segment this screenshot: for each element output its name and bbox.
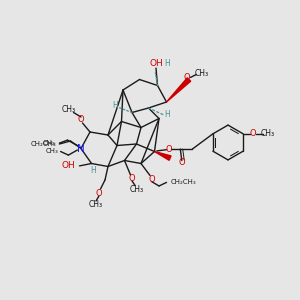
Text: OH: OH bbox=[61, 161, 75, 170]
Text: CH₃: CH₃ bbox=[88, 200, 103, 209]
Text: CH₃: CH₃ bbox=[61, 105, 76, 114]
Polygon shape bbox=[167, 78, 191, 102]
Text: O: O bbox=[166, 145, 172, 154]
Text: O: O bbox=[183, 73, 190, 82]
Polygon shape bbox=[154, 152, 171, 160]
Text: O: O bbox=[96, 189, 102, 198]
Text: O: O bbox=[78, 115, 84, 124]
Text: O: O bbox=[129, 174, 135, 183]
Text: O: O bbox=[249, 129, 256, 138]
Text: OH: OH bbox=[149, 59, 163, 68]
Text: N: N bbox=[77, 143, 85, 154]
Text: CH₃: CH₃ bbox=[194, 69, 209, 78]
Text: H: H bbox=[90, 166, 96, 175]
Text: CH₂: CH₂ bbox=[43, 140, 56, 146]
Text: O: O bbox=[148, 175, 155, 184]
Text: CH₃: CH₃ bbox=[129, 184, 144, 194]
Text: H: H bbox=[164, 110, 170, 119]
Text: H: H bbox=[112, 101, 118, 110]
Text: O: O bbox=[178, 158, 185, 167]
Text: CH₃: CH₃ bbox=[261, 129, 275, 138]
Text: CH₂CH₃: CH₂CH₃ bbox=[171, 178, 196, 184]
Text: H: H bbox=[164, 58, 170, 68]
Text: CH₂CH₃: CH₂CH₃ bbox=[30, 141, 56, 147]
Text: CH₃: CH₃ bbox=[46, 148, 59, 154]
